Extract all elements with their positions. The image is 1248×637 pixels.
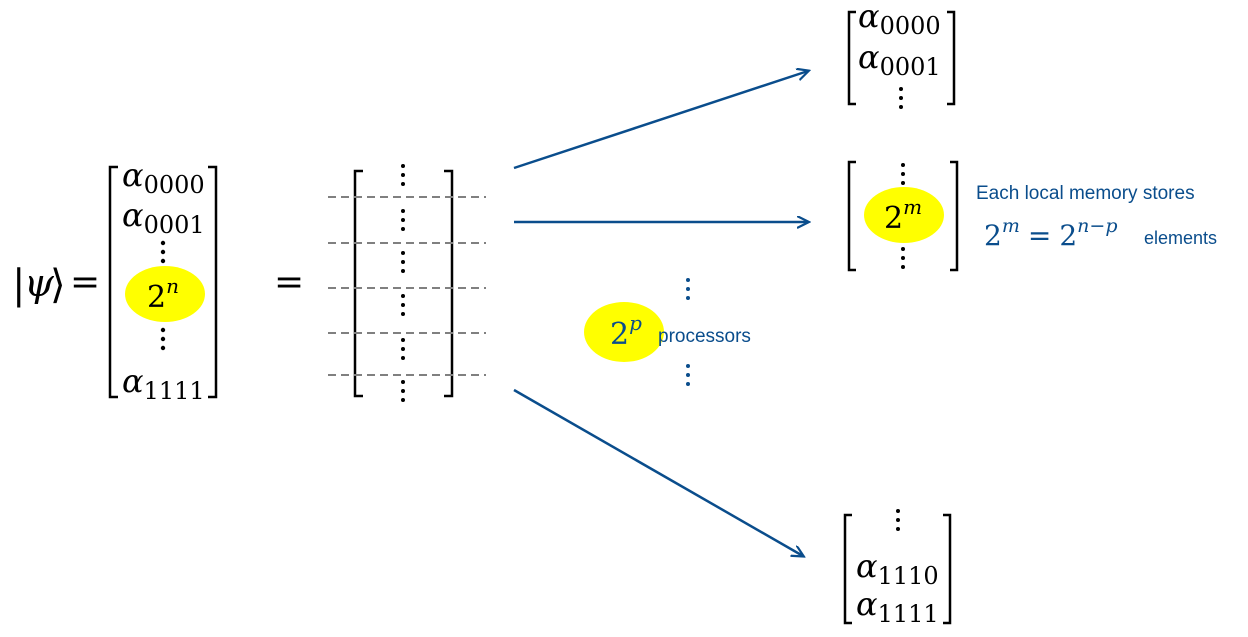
memory-note-equation: 2m = 2n−p	[984, 215, 1117, 252]
bottom-vector-open-bracket	[843, 513, 852, 625]
local-size-highlight-ellipse	[864, 187, 944, 243]
vertical-ellipsis-icon	[160, 327, 166, 351]
ket-psi-symbol: ψ	[24, 261, 55, 305]
distribution-arrows	[513, 71, 808, 556]
bottom-local-vector: α1110 α1111	[843, 509, 952, 628]
processors-label: processors	[658, 326, 751, 347]
bottom-vector-close-bracket	[943, 513, 952, 625]
partition-ellipsis-dots	[401, 164, 405, 402]
ket-open-bar: |	[12, 262, 25, 308]
vertical-ellipsis-icon	[401, 209, 405, 231]
vertical-ellipsis-icon	[401, 164, 405, 186]
vertical-ellipsis-icon	[901, 247, 905, 269]
local-vector-size-label: 2m	[884, 195, 922, 236]
top-vector-entry: α0001	[858, 38, 941, 81]
top-vector-open-bracket	[847, 10, 856, 106]
left-vector-open-bracket	[108, 165, 118, 399]
memory-note-suffix: elements	[1144, 228, 1217, 248]
left-state-vector: α0000 α0001 2n α1111	[108, 156, 218, 405]
vertical-ellipsis-icon	[401, 251, 405, 273]
vertical-ellipsis-icon	[686, 278, 690, 300]
state-ket: | ψ ⟩ =	[12, 261, 100, 308]
middle-equals-sign: =	[274, 262, 304, 303]
top-vector-entry: α0000	[858, 0, 941, 40]
size-highlight-ellipse	[125, 266, 205, 322]
vertical-ellipsis-icon	[899, 87, 903, 109]
vertical-ellipsis-icon	[160, 240, 166, 264]
middle-local-vector: 2m	[847, 160, 959, 272]
vector-size-label: 2n	[147, 274, 179, 315]
processor-count-label: 2p	[610, 311, 642, 352]
vertical-ellipsis-icon	[896, 509, 900, 531]
partition-divider-lines	[328, 196, 486, 376]
left-vector-entry: α1111	[122, 362, 205, 405]
arrow-to-bottom-vector	[513, 388, 803, 556]
top-local-vector: α0000 α0001	[847, 0, 956, 109]
middle-vector-close-bracket	[950, 160, 959, 272]
ket-equals-sign: =	[70, 262, 100, 303]
bottom-vector-entry: α1110	[856, 547, 939, 590]
ket-close-angle: ⟩	[50, 262, 66, 308]
memory-note: Each local memory stores 2m = 2n−p element…	[976, 183, 1217, 252]
processor-count: 2p processors	[584, 278, 751, 386]
partitioned-vector	[328, 164, 486, 402]
arrow-to-top-vector	[513, 71, 808, 170]
vertical-ellipsis-icon	[401, 338, 405, 360]
vertical-ellipsis-icon	[901, 163, 905, 185]
left-vector-entry: α0000	[122, 156, 205, 199]
left-vector-entry: α0001	[122, 196, 205, 239]
left-vector-close-bracket	[208, 165, 218, 399]
vertical-ellipsis-icon	[686, 364, 690, 386]
partitioned-vector-close-bracket	[444, 169, 454, 398]
processor-highlight-ellipse	[584, 302, 664, 362]
memory-note-heading: Each local memory stores	[976, 183, 1195, 204]
vertical-ellipsis-icon	[401, 294, 405, 316]
bottom-vector-entry: α1111	[856, 585, 939, 628]
vertical-ellipsis-icon	[401, 380, 405, 402]
middle-vector-open-bracket	[847, 160, 856, 272]
top-vector-close-bracket	[947, 10, 956, 106]
partitioned-vector-open-bracket	[353, 169, 363, 398]
